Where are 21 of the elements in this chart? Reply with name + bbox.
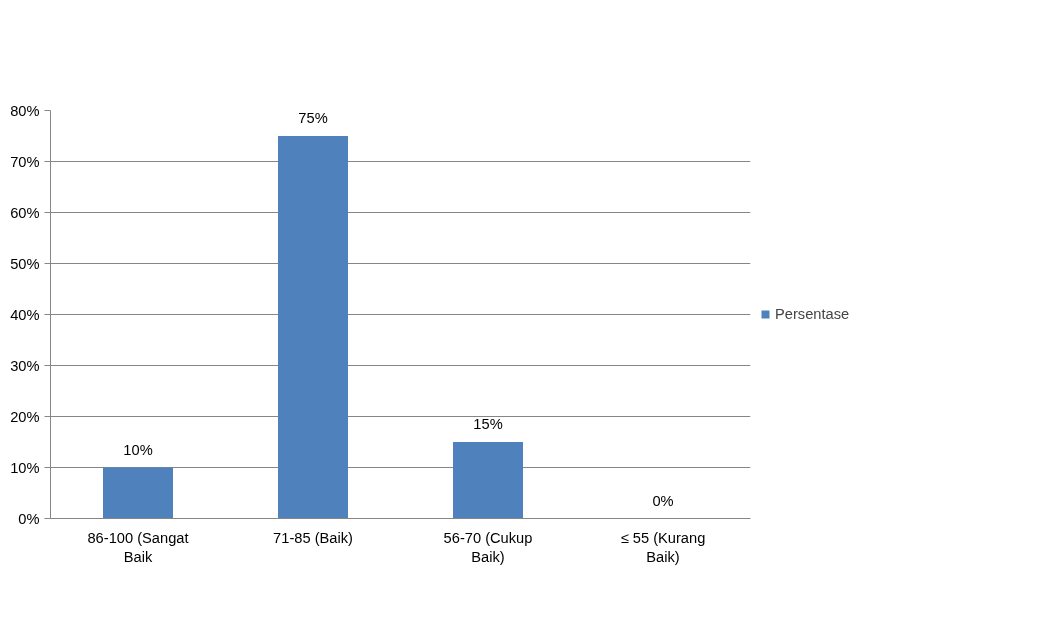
y-tick-label: 0% — [18, 510, 40, 527]
y-tick-label: 70% — [10, 153, 40, 170]
y-tick-label: 50% — [10, 255, 40, 272]
y-tick-label: 30% — [10, 357, 40, 374]
x-tick-label: 71-85 (Baik) — [273, 529, 353, 546]
x-tick-label: 86-100 (Sangat Baik — [87, 529, 189, 565]
bar — [278, 136, 348, 519]
data-label: 0% — [652, 492, 674, 509]
x-tick-label: 56-70 (Cukup Baik) — [443, 529, 533, 565]
bar — [103, 467, 173, 519]
data-label: 10% — [123, 441, 153, 458]
y-tick-label: 80% — [10, 102, 40, 119]
legend-label: Persentase — [775, 306, 850, 322]
y-tick-label: 60% — [10, 204, 40, 221]
y-tick-label: 10% — [10, 459, 40, 476]
data-label: 15% — [473, 416, 503, 432]
y-tick-label: 20% — [10, 408, 40, 425]
x-tick-label: ≤ 55 (Kurang Baik) — [620, 529, 706, 565]
data-label: 75% — [298, 110, 328, 126]
bar — [453, 442, 523, 519]
y-tick-label: 40% — [10, 306, 40, 323]
